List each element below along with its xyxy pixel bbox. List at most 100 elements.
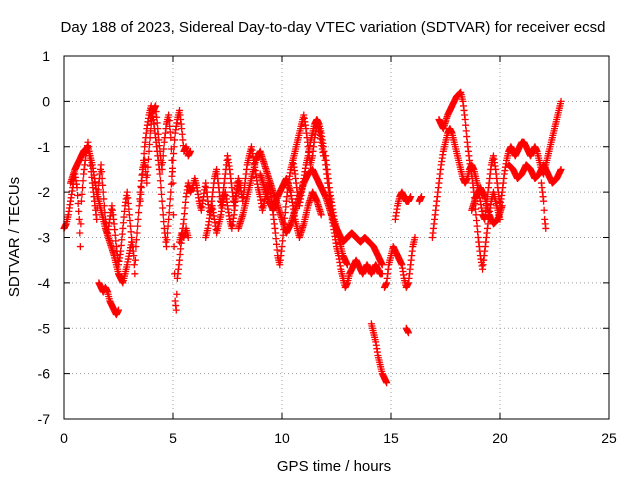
data-point <box>98 168 106 176</box>
data-points <box>60 88 565 387</box>
x-tick-label: 25 <box>601 430 617 446</box>
data-point <box>172 306 180 314</box>
data-point <box>134 222 142 230</box>
data-point <box>168 164 176 172</box>
data-point <box>74 192 82 200</box>
y-tick-label: -4 <box>38 275 51 291</box>
data-point <box>167 180 175 188</box>
y-tick-label: 1 <box>42 48 50 64</box>
data-point <box>167 188 175 196</box>
data-point <box>135 202 143 210</box>
data-point <box>166 202 174 210</box>
data-point <box>144 155 152 163</box>
data-point <box>143 179 151 187</box>
data-point <box>156 177 164 185</box>
data-point <box>99 181 107 189</box>
data-point <box>160 145 168 153</box>
y-axis-label: SDTVAR / TECUs <box>6 177 23 297</box>
data-point <box>115 306 122 314</box>
data-point <box>170 211 178 219</box>
data-point <box>383 379 391 387</box>
data-point <box>158 197 166 205</box>
data-point <box>131 270 139 278</box>
data-point <box>139 163 147 171</box>
data-point <box>130 261 138 269</box>
data-point <box>317 211 325 219</box>
data-point <box>75 215 83 223</box>
data-point <box>79 184 87 192</box>
data-point <box>158 190 166 198</box>
data-point <box>234 179 242 187</box>
data-point <box>162 243 170 251</box>
data-point <box>143 171 151 179</box>
x-tick-label: 0 <box>60 430 68 446</box>
data-point <box>136 197 144 205</box>
y-tick-label: -3 <box>38 230 51 246</box>
data-point <box>173 290 181 298</box>
data-point <box>77 220 85 228</box>
y-tick-label: 0 <box>42 93 50 109</box>
data-point <box>157 184 165 192</box>
data-point <box>159 211 167 219</box>
data-point <box>404 329 412 337</box>
data-point <box>98 175 106 183</box>
data-point <box>137 184 145 192</box>
data-point <box>132 243 140 251</box>
data-point <box>166 195 174 203</box>
data-point <box>170 243 178 251</box>
data-point <box>411 234 419 241</box>
data-point <box>159 159 167 167</box>
data-point <box>165 209 173 217</box>
data-point <box>156 170 164 178</box>
data-point <box>133 229 141 237</box>
x-tick-label: 20 <box>492 430 508 446</box>
data-point <box>76 229 84 237</box>
data-point <box>145 147 153 155</box>
data-point <box>99 188 107 196</box>
data-point <box>164 229 172 237</box>
data-point <box>137 190 145 198</box>
data-point <box>165 215 173 223</box>
chart-title: Day 188 of 2023, Sidereal Day-to-day VTE… <box>61 19 606 36</box>
data-point <box>140 156 148 164</box>
data-point <box>540 206 548 214</box>
data-point <box>76 243 84 251</box>
x-tick-label: 5 <box>169 430 177 446</box>
data-point <box>557 97 565 105</box>
data-point <box>542 224 550 232</box>
data-point <box>407 193 415 201</box>
data-point <box>171 136 179 144</box>
x-tick-label: 10 <box>274 430 290 446</box>
x-axis-label: GPS time / hours <box>277 458 391 475</box>
data-point <box>138 177 146 185</box>
data-point <box>557 165 565 173</box>
data-point <box>343 261 351 269</box>
data-point <box>75 207 83 215</box>
data-point <box>135 209 143 217</box>
data-point <box>97 161 105 169</box>
data-point <box>186 147 194 155</box>
data-point <box>378 261 386 269</box>
data-point <box>140 150 148 158</box>
y-tick-label: -7 <box>38 411 51 427</box>
data-point <box>146 140 154 148</box>
data-point <box>540 197 548 205</box>
data-point <box>138 170 146 178</box>
data-point <box>128 238 136 246</box>
y-tick-label: -6 <box>38 366 51 382</box>
data-point <box>170 150 178 158</box>
data-point <box>147 127 155 135</box>
data-point <box>169 156 177 164</box>
y-tick-label: -2 <box>38 184 51 200</box>
data-point <box>93 215 101 223</box>
y-tick-label: -1 <box>38 139 51 155</box>
y-tick-label: -5 <box>38 320 51 336</box>
x-tick-label: 15 <box>383 430 399 446</box>
data-point <box>184 234 192 241</box>
data-point <box>160 218 168 226</box>
data-point <box>167 134 175 142</box>
data-point <box>78 190 86 198</box>
data-point <box>131 256 139 264</box>
